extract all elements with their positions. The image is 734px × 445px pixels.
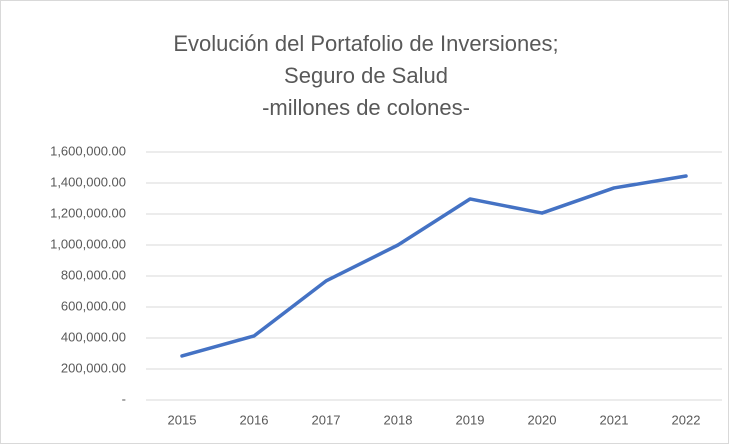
x-tick-label: 2016 (240, 412, 269, 427)
chart-title: -millones de colones- (262, 95, 470, 120)
chart-title: Seguro de Salud (284, 63, 448, 88)
y-tick-label: 200,000.00 (61, 360, 126, 375)
y-tick-label: 1,600,000.00 (50, 143, 126, 158)
x-tick-label: 2019 (456, 412, 485, 427)
chart-title: Evolución del Portafolio de Inversiones; (173, 31, 558, 56)
x-tick-label: 2020 (528, 412, 557, 427)
y-tick-label: 800,000.00 (61, 267, 126, 282)
y-tick-label: - (122, 391, 126, 406)
x-tick-label: 2018 (384, 412, 413, 427)
y-tick-label: 1,000,000.00 (50, 236, 126, 251)
x-tick-label: 2021 (600, 412, 629, 427)
x-tick-label: 2015 (168, 412, 197, 427)
x-tick-label: 2017 (312, 412, 341, 427)
y-tick-label: 600,000.00 (61, 298, 126, 313)
y-tick-label: 400,000.00 (61, 329, 126, 344)
line-series (180, 174, 688, 358)
y-tick-label: 1,200,000.00 (50, 205, 126, 220)
y-tick-label: 1,400,000.00 (50, 174, 126, 189)
x-tick-label: 2022 (672, 412, 701, 427)
